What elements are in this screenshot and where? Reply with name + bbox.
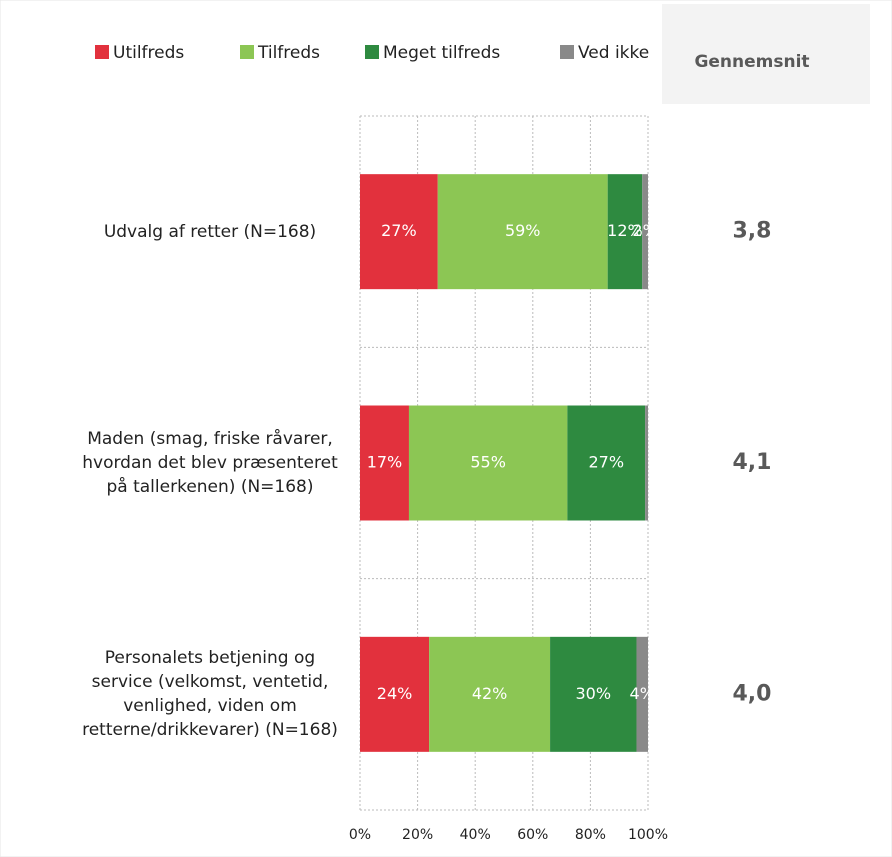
- legend-swatch: [95, 45, 109, 59]
- bar-segment: [408, 405, 568, 521]
- bar-segment: [360, 174, 438, 290]
- category-label: Maden (smag, friske råvarer, hvordan det…: [82, 429, 338, 497]
- bar-segment: [567, 405, 646, 521]
- bar-segment: [607, 174, 643, 290]
- x-tick-label: 80%: [575, 827, 606, 843]
- data-label: 4%: [630, 684, 655, 703]
- bar-segment: [429, 636, 551, 752]
- legend-swatch: [560, 45, 574, 59]
- average-value: 4,0: [733, 681, 772, 706]
- data-label: 24%: [377, 684, 413, 703]
- bar-segment: [636, 636, 648, 752]
- x-tick-label: 100%: [628, 827, 668, 843]
- bar-segment: [360, 405, 409, 521]
- bar-segment: [360, 636, 430, 752]
- x-tick-label: 40%: [460, 827, 491, 843]
- legend-label: Utilfreds: [113, 43, 184, 63]
- legend-label: Tilfreds: [257, 43, 320, 63]
- data-label: 2%: [632, 221, 657, 240]
- bar-segment: [645, 405, 648, 521]
- average-header-bg: [662, 4, 870, 104]
- legend-label: Meget tilfreds: [383, 43, 500, 63]
- x-tick-label: 0%: [349, 827, 371, 843]
- average-value: 4,1: [733, 450, 772, 475]
- average-title: Gennemsnit: [694, 52, 809, 72]
- legend-swatch: [240, 45, 254, 59]
- data-label: 27%: [588, 453, 624, 472]
- bar-segment: [437, 174, 608, 290]
- average-value: 3,8: [733, 219, 772, 244]
- category-label: Personalets betjening og service (velkom…: [82, 648, 338, 741]
- x-tick-label: 20%: [402, 827, 433, 843]
- data-label: 59%: [505, 221, 541, 240]
- legend-swatch: [365, 45, 379, 59]
- bar-segment: [550, 636, 637, 752]
- data-label: 17%: [367, 453, 403, 472]
- legend-label: Ved ikke: [578, 43, 649, 63]
- data-label: 42%: [472, 684, 508, 703]
- data-label: 30%: [575, 684, 611, 703]
- data-label: 12%: [607, 221, 643, 240]
- x-tick-label: 60%: [517, 827, 548, 843]
- bar-segment: [642, 174, 648, 290]
- data-label: 27%: [381, 221, 417, 240]
- data-label: 55%: [470, 453, 506, 472]
- category-label: Udvalg af retter (N=168): [103, 221, 317, 242]
